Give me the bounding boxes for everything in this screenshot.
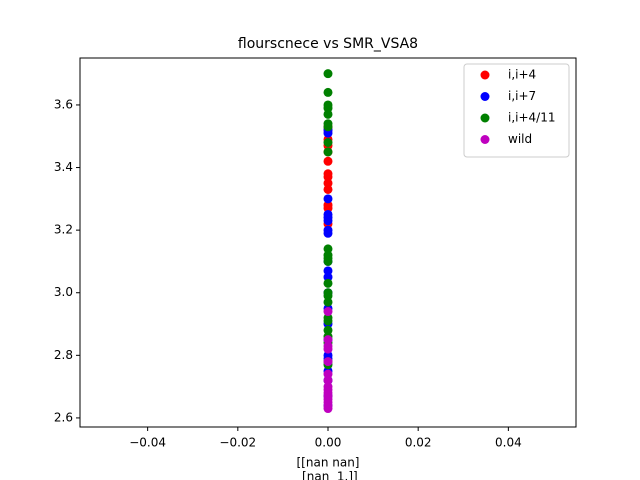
point — [323, 272, 333, 282]
point — [323, 375, 333, 385]
legend-marker — [480, 92, 490, 101]
point — [323, 316, 333, 326]
point — [323, 69, 333, 79]
point — [323, 194, 333, 204]
point — [323, 291, 333, 301]
point — [323, 266, 333, 276]
x-axis-label: [nan 1.]] — [298, 470, 358, 480]
point — [323, 369, 333, 379]
point — [323, 103, 333, 113]
chart-title: flourscnece vs SMR_VSA8 — [238, 36, 418, 52]
point — [323, 307, 333, 317]
point — [323, 228, 333, 238]
point — [323, 156, 333, 166]
x-tick-label: −0.04 — [129, 436, 166, 450]
legend-label: i,i+7 — [508, 89, 536, 103]
x-tick-label: 0.02 — [405, 436, 432, 450]
legend-marker — [480, 70, 490, 80]
point — [323, 256, 333, 266]
point — [323, 244, 333, 254]
point — [323, 184, 333, 194]
point — [323, 178, 333, 188]
point — [323, 128, 333, 138]
point — [323, 335, 333, 345]
y-tick-label: 3.0 — [54, 285, 73, 299]
y-tick-label: 3.6 — [54, 97, 73, 111]
y-tick-label: 3.2 — [54, 223, 73, 237]
point — [323, 122, 333, 132]
point — [323, 297, 333, 307]
x-tick-label: −0.02 — [219, 436, 256, 450]
y-tick-label: 2.8 — [54, 348, 73, 362]
point — [323, 404, 333, 414]
legend-marker — [480, 135, 490, 144]
point — [323, 87, 333, 97]
x-axis-label: [[nan nan] — [297, 456, 360, 470]
legend-label: wild — [508, 132, 532, 146]
y-tick-label: 3.4 — [54, 160, 73, 174]
point — [323, 216, 333, 226]
legend-box — [463, 63, 570, 158]
point — [323, 325, 333, 335]
legend-marker — [480, 113, 490, 123]
point — [323, 357, 333, 367]
point — [323, 147, 333, 157]
point — [323, 138, 333, 148]
point — [323, 109, 333, 119]
point — [323, 172, 333, 182]
plot-frame — [79, 57, 577, 428]
x-tick-label: 0.04 — [495, 436, 522, 450]
x-tick-label: 0.00 — [315, 436, 342, 450]
legend-label: i,i+4/11 — [508, 111, 555, 125]
point — [323, 278, 333, 288]
point — [323, 344, 333, 354]
point — [323, 203, 333, 213]
legend-label: i,i+4 — [508, 68, 536, 82]
y-tick-label: 2.6 — [54, 410, 73, 424]
